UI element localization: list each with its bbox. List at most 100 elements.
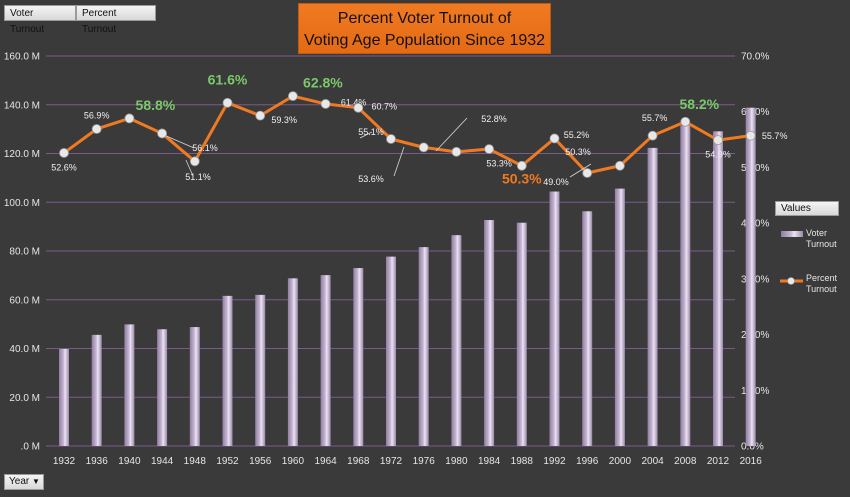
x-tick-label: 2004: [641, 456, 664, 467]
data-label-percent: 54.9%: [705, 150, 731, 160]
x-tick-label: 2008: [674, 456, 697, 467]
bar-voter-turnout: [189, 327, 200, 446]
data-label-percent: 55.2%: [564, 130, 590, 140]
x-tick-label: 1980: [445, 456, 468, 467]
data-label-percent: 59.3%: [271, 115, 297, 125]
y-left-tick-label: 20.0 M: [9, 393, 40, 404]
x-tick-label: 1960: [282, 456, 305, 467]
marker-percent-turnout: [745, 130, 756, 141]
chart-title-line-1: Percent Voter Turnout of: [337, 10, 512, 27]
marker-percent-turnout: [189, 156, 200, 167]
legend-label-percent-turnout: Percent Turnout: [806, 273, 838, 294]
data-label-leader: [393, 146, 405, 177]
legend-swatch-percent-marker: [787, 277, 795, 285]
bar-voter-turnout: [713, 131, 723, 446]
data-label-percent: 51.1%: [185, 172, 211, 182]
x-tick-label: 1968: [347, 456, 370, 467]
marker-percent-turnout: [647, 130, 658, 141]
bar-voter-turnout: [386, 256, 396, 446]
marker-percent-turnout: [320, 99, 331, 109]
bar-voter-turnout: [451, 235, 462, 446]
marker-percent-turnout: [59, 148, 69, 158]
x-tick-label: 1976: [413, 456, 436, 467]
data-label-percent: 52.8%: [481, 114, 507, 124]
voter-turnout-filter-button[interactable]: Voter Turnout: [4, 5, 76, 35]
x-tick-label: 2016: [740, 456, 763, 467]
x-tick-label: 1932: [53, 456, 76, 467]
marker-percent-turnout: [418, 142, 429, 153]
x-tick-label: 2012: [707, 456, 730, 467]
data-label-percent: 50.3%: [565, 147, 591, 157]
chart-title: Percent Voter Turnout of Voting Age Popu…: [298, 3, 551, 54]
bar-voter-turnout: [680, 125, 691, 446]
data-label-leader: [569, 163, 592, 178]
data-label-percent: 55.7%: [762, 131, 788, 141]
bar-voter-turnout: [549, 191, 560, 446]
y-right-tick-label: 0.0%: [741, 442, 764, 453]
legend-label-voter-turnout: Voter Turnout: [806, 228, 837, 249]
x-tick-label: 1952: [216, 456, 239, 467]
x-tick-label: 1948: [184, 456, 207, 467]
x-tick-label: 1984: [478, 456, 501, 467]
marker-percent-turnout: [124, 113, 135, 124]
bar-voter-turnout: [59, 348, 69, 446]
y-left-tick-label: 40.0 M: [9, 344, 40, 355]
bar-voter-turnout: [320, 275, 331, 446]
bar-voter-turnout: [255, 294, 266, 446]
bar-voter-turnout: [222, 295, 233, 446]
marker-percent-turnout: [255, 110, 266, 121]
marker-percent-turnout: [287, 91, 298, 102]
data-label-percent: 55.1%: [358, 127, 384, 137]
bar-voter-turnout: [582, 211, 593, 446]
data-label-percent: 56.9%: [84, 110, 110, 120]
data-label-percent: 58.8%: [136, 97, 176, 113]
chevron-down-icon: ▼: [32, 477, 40, 486]
y-left-tick-label: 100.0 M: [4, 198, 40, 209]
bar-voter-turnout: [91, 334, 102, 446]
x-tick-label: 1956: [249, 456, 272, 467]
marker-percent-turnout: [615, 160, 625, 171]
x-tick-label: 1996: [576, 456, 599, 467]
y-left-tick-label: 80.0 M: [9, 247, 40, 258]
data-label-percent: 56.1%: [192, 143, 218, 153]
data-label-percent: 53.3%: [486, 159, 512, 169]
bar-voter-turnout: [287, 278, 298, 446]
bar-voter-turnout: [614, 188, 625, 446]
marker-percent-turnout: [516, 160, 527, 171]
x-tick-label: 1944: [151, 456, 174, 467]
data-label-leader: [185, 159, 194, 177]
x-tick-label: 1964: [314, 456, 337, 467]
bar-voter-turnout: [124, 324, 135, 446]
data-label-leader: [359, 131, 373, 139]
year-axis-button[interactable]: Year ▼: [4, 474, 44, 490]
data-label-percent: 49.0%: [543, 177, 569, 187]
percent-turnout-filter-button[interactable]: Percent Turnout: [76, 5, 156, 35]
legend-header[interactable]: Values: [775, 201, 839, 216]
y-left-tick-label: 60.0 M: [9, 295, 40, 306]
y-left-tick-label: 160.0 M: [4, 52, 40, 63]
x-tick-label: 1936: [86, 456, 109, 467]
data-label-leader: [435, 117, 468, 152]
marker-percent-turnout: [484, 144, 495, 154]
x-tick-label: 1940: [118, 456, 141, 467]
marker-percent-turnout: [91, 124, 102, 134]
data-label-percent: 60.7%: [372, 101, 398, 111]
year-axis-label: Year: [9, 476, 30, 487]
x-tick-label: 1992: [543, 456, 566, 467]
marker-percent-turnout: [451, 146, 462, 157]
bar-voter-turnout: [418, 247, 429, 446]
data-label-percent: 50.3%: [502, 170, 542, 186]
bar-voter-turnout: [745, 107, 756, 447]
y-left-tick-label: .0 M: [21, 442, 40, 453]
chart-title-line-2: Voting Age Population Since 1932: [303, 32, 546, 49]
x-tick-label: 1972: [380, 456, 403, 467]
bar-voter-turnout: [353, 268, 364, 446]
y-left-tick-label: 120.0 M: [4, 149, 40, 160]
marker-percent-turnout: [386, 134, 396, 144]
legend-swatch-voter-turnout: [781, 231, 803, 237]
data-label-percent: 62.8%: [303, 75, 343, 91]
bar-voter-turnout: [484, 220, 495, 446]
data-label-percent: 58.2%: [679, 96, 719, 112]
data-label-percent: 52.6%: [51, 162, 77, 172]
